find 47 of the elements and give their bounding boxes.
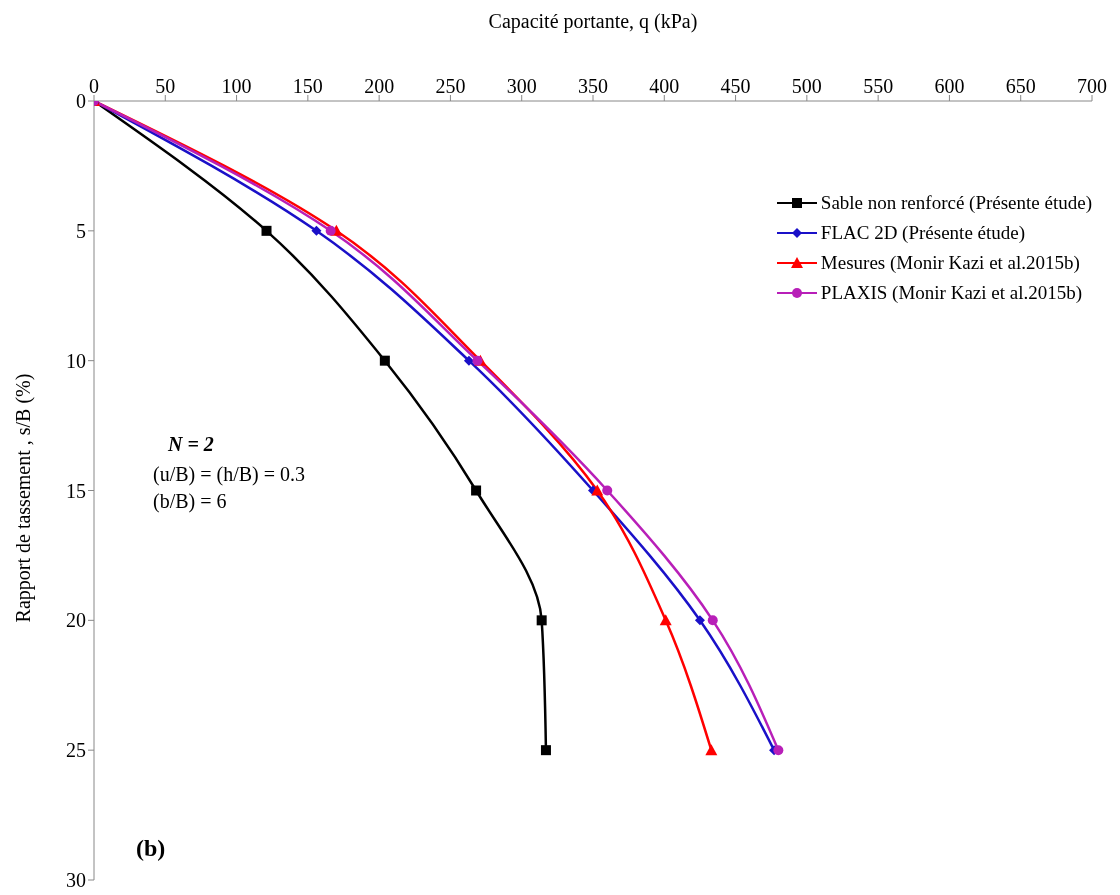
x-tick-label: 650 <box>1005 75 1036 97</box>
point <box>471 485 482 496</box>
y-axis-title: Rapport de tassement , s/B (%) <box>12 373 35 622</box>
y-tick-label: 5 <box>76 219 86 242</box>
point <box>773 745 784 756</box>
point <box>463 355 474 366</box>
legend-label: FLAC 2D (Présente étude) <box>820 222 1026 244</box>
annotation: N = 2 <box>168 433 214 456</box>
legend-label: PLAXIS (Monir Kazi et al.2015b) <box>820 282 1083 304</box>
x-tick-label: 700 <box>1077 75 1107 97</box>
point <box>472 355 483 366</box>
x-tick-label: 50 <box>155 75 176 97</box>
x-tick-label: 400 <box>649 75 680 97</box>
x-tick-label: 200 <box>364 75 395 97</box>
x-tick-label: 350 <box>578 75 608 97</box>
point <box>707 615 718 626</box>
x-tick-label: 150 <box>292 75 323 97</box>
point <box>591 484 604 496</box>
x-axis-title: Capacité portante, q (kPa) <box>487 10 699 33</box>
x-tick-label: 550 <box>863 75 894 97</box>
point <box>694 615 705 626</box>
point <box>379 355 390 366</box>
point <box>705 744 718 756</box>
y-tick-label: 30 <box>66 869 86 892</box>
legend-label: Sable non renforcé (Présente étude) <box>820 192 1092 214</box>
point <box>659 614 672 626</box>
y-tick-label: 20 <box>66 609 86 632</box>
x-tick-label: 500 <box>791 75 822 97</box>
x-tick-label: 300 <box>506 75 537 97</box>
y-tick-label: 25 <box>66 739 86 762</box>
point <box>540 745 551 756</box>
annotation: (b) <box>136 835 166 862</box>
y-tick-label: 0 <box>76 90 86 113</box>
y-tick-label: 10 <box>66 349 86 372</box>
point <box>311 225 322 236</box>
point <box>536 615 547 626</box>
x-tick-label: 450 <box>720 75 751 97</box>
point <box>602 485 613 496</box>
x-tick-label: 250 <box>435 75 466 97</box>
point <box>325 225 336 236</box>
x-tick-label: 100 <box>221 75 252 97</box>
x-tick-label: 600 <box>934 75 965 97</box>
point <box>261 225 272 236</box>
legend-label: Mesures (Monir Kazi et al.2015b) <box>820 252 1080 274</box>
annotation: (b/B) = 6 <box>153 490 227 513</box>
y-tick-label: 15 <box>66 479 86 502</box>
annotation: (u/B) = (h/B) = 0.3 <box>153 463 305 486</box>
